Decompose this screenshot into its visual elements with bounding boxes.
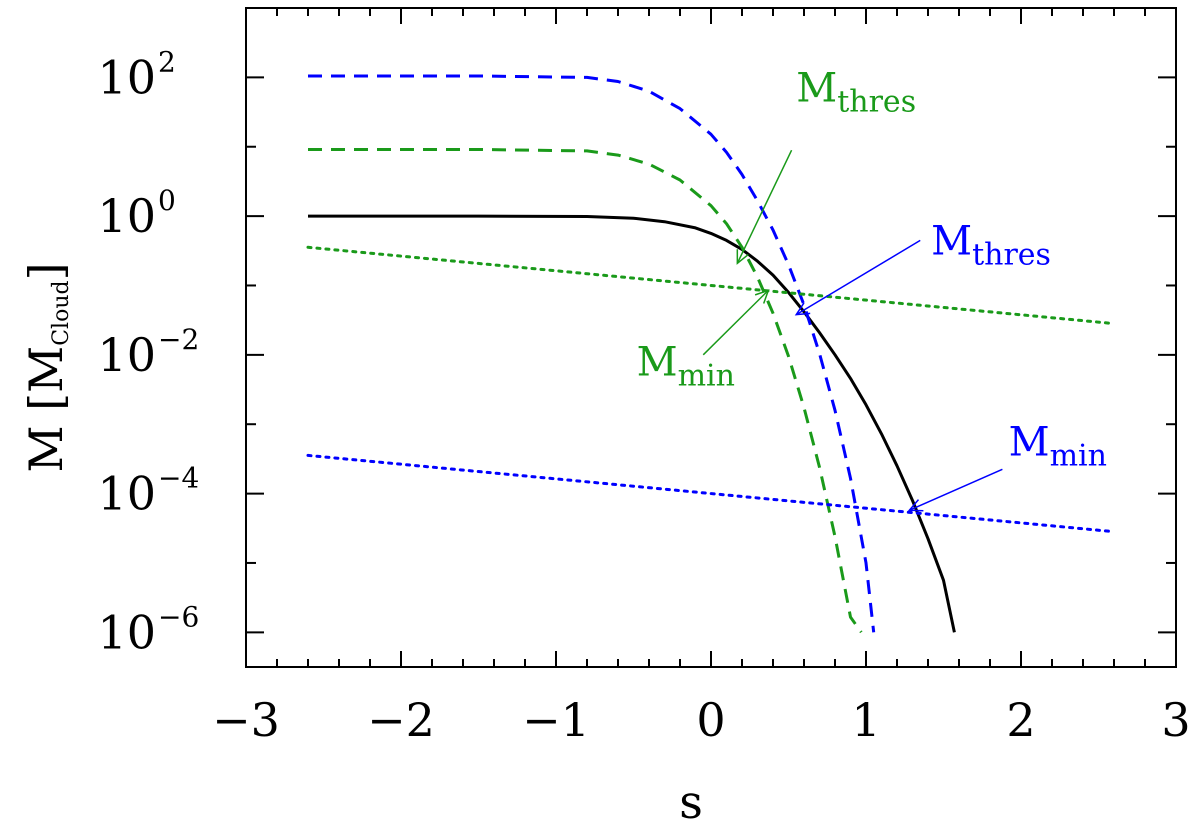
annotation-arrow-line	[702, 289, 769, 356]
annotation-label-main: M	[637, 340, 678, 386]
y-tick-label: 10	[97, 50, 156, 104]
y-tick-label: 10	[97, 328, 156, 382]
y-tick-label: 10	[97, 605, 156, 659]
x-tick-label: −1	[522, 693, 590, 747]
y-axis-title-sub: Cloud	[49, 280, 74, 345]
annotation-label-1: Mthres	[796, 66, 916, 120]
annotation-label-3: Mmin	[637, 340, 735, 394]
annotation-label-sub: thres	[837, 85, 916, 120]
y-tick-label: 10	[97, 189, 156, 243]
annotation-label-sub: thres	[972, 237, 1051, 272]
series-line-2	[308, 74, 876, 633]
annotation-label-4: Mmin	[1009, 419, 1107, 473]
annotation-arrow-line	[795, 239, 921, 316]
annotation-label-main: M	[1009, 419, 1050, 465]
y-tick-label-exponent: −4	[158, 462, 199, 495]
annotation-arrow-line	[736, 149, 793, 264]
x-tick-labels: −3 −2 −1 0 1 2 3	[212, 693, 1191, 747]
x-tick-label: 1	[851, 693, 880, 747]
annotation-label-2: Mthres	[931, 218, 1051, 272]
annotation-arrow-head	[736, 249, 749, 265]
y-tick-label-exponent: 0	[158, 184, 176, 217]
series-line-4	[306, 245, 1116, 326]
y-tick-label-exponent: 2	[158, 45, 176, 78]
annotation-label-sub: min	[678, 359, 735, 394]
series-line-3	[308, 148, 863, 634]
y-tick-label-exponent: −2	[158, 323, 199, 356]
annotation-label-main: M	[931, 218, 972, 264]
annotation-arrow-head	[754, 289, 770, 304]
plot-frame	[245, 7, 1177, 668]
y-tick-label: 10	[97, 467, 156, 521]
annotation-arrow-line	[909, 468, 1003, 511]
series-layer	[306, 74, 1116, 634]
annotation-arrow-head	[907, 499, 924, 512]
y-tick-label-exponent: −6	[158, 600, 199, 633]
x-tick-label: 0	[696, 693, 725, 747]
x-tick-label: 2	[1006, 693, 1035, 747]
y-axis-title-main: M [M	[19, 346, 73, 473]
series-line-1	[308, 214, 956, 633]
series-line-5	[306, 453, 1116, 534]
annotation-label-sub: min	[1050, 438, 1107, 473]
y-axis-title-close: ]	[19, 262, 73, 280]
x-tick-label: −3	[212, 693, 280, 747]
x-axis-title: s	[679, 775, 703, 829]
annotation-arrow-head	[794, 302, 811, 316]
y-axis-title: M [MCloud]	[19, 262, 74, 472]
annotation-label-main: M	[796, 66, 837, 112]
x-tick-label: 3	[1161, 693, 1190, 747]
x-tick-label: −2	[367, 693, 435, 747]
